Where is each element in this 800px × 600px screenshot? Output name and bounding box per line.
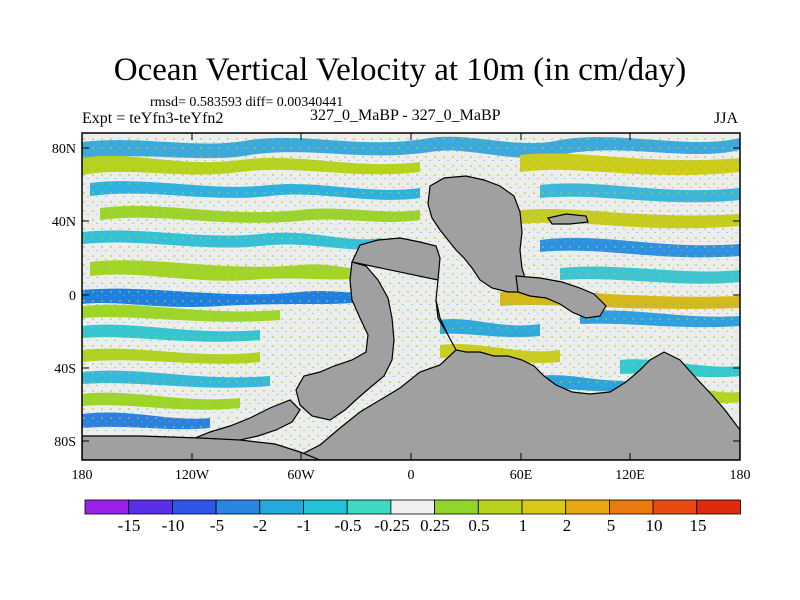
x-tick-60w: 60W xyxy=(287,468,315,483)
colorbar-swatch xyxy=(696,499,741,515)
colorbar-label: 2 xyxy=(563,516,572,535)
colorbar-swatch xyxy=(652,499,698,515)
x-tick-120w: 120W xyxy=(175,468,210,483)
colorbar-labels: -15 -10 -5 -2 -1 -0.5 -0.25 0.25 0.5 1 2… xyxy=(118,516,707,535)
y-tick-80s: 80S xyxy=(54,435,76,450)
y-tick-40n: 40N xyxy=(52,215,76,230)
colorbar-label: -1 xyxy=(297,516,311,535)
y-tick-labels: 80N 40N 0 40S 80S xyxy=(52,142,76,450)
colorbar-swatch xyxy=(215,499,261,515)
x-tick-120e: 120E xyxy=(615,468,645,483)
y-tick-0: 0 xyxy=(69,289,76,304)
colorbar-label: 5 xyxy=(607,516,616,535)
colorbar-label: -0.5 xyxy=(335,516,362,535)
colorbar-swatch xyxy=(128,499,173,515)
colorbar-swatch xyxy=(477,499,523,515)
small-island xyxy=(547,213,589,225)
colorbar-label: -0.25 xyxy=(374,516,409,535)
plot-title: Ocean Vertical Velocity at 10m (in cm/da… xyxy=(113,52,687,88)
colorbar-swatch xyxy=(390,499,435,515)
colorbar-label: 10 xyxy=(646,516,663,535)
colorbar-swatch xyxy=(521,499,567,515)
y-tick-80n: 80N xyxy=(52,142,76,157)
colorbar-label: -10 xyxy=(162,516,185,535)
landmass-east-arm xyxy=(515,275,607,319)
colorbar-swatch xyxy=(434,499,479,515)
x-tick-0: 0 xyxy=(408,468,415,483)
y-tick-40s: 40S xyxy=(54,362,76,377)
colorbar-swatch xyxy=(609,499,654,515)
colorbar-label: 1 xyxy=(519,516,528,535)
x-tick-180w: 180 xyxy=(72,468,93,483)
colorbar-label: -5 xyxy=(210,516,224,535)
colorbar-swatch xyxy=(259,499,304,515)
colorbar-label: 15 xyxy=(690,516,707,535)
experiment-label: Expt = teYfn3-teYfn2 xyxy=(82,110,224,127)
landmass-center xyxy=(295,261,395,421)
x-tick-180e: 180 xyxy=(730,468,751,483)
colorbar-swatch xyxy=(346,499,392,515)
polar-landmass xyxy=(82,435,321,460)
colorbar xyxy=(84,499,741,515)
case-label: 327_0_MaBP - 327_0_MaBP xyxy=(310,107,501,124)
colorbar-swatch xyxy=(565,499,610,515)
landmass-west xyxy=(274,237,740,460)
colorbar-label: -2 xyxy=(253,516,267,535)
x-axis xyxy=(81,133,631,460)
season-label: JJA xyxy=(714,110,739,127)
colorbar-label: -15 xyxy=(118,516,141,535)
land-masses xyxy=(82,175,740,460)
colorbar-swatch xyxy=(84,499,130,515)
colorbar-label: 0.5 xyxy=(468,516,489,535)
x-tick-60e: 60E xyxy=(510,468,533,483)
x-tick-labels: 180 120W 60W 0 60E 120E 180 xyxy=(72,468,751,483)
y-axis xyxy=(82,147,740,442)
rmsd-stats: rmsd= 0.583593 diff= 0.00340441 xyxy=(150,95,344,110)
colorbar-label: 0.25 xyxy=(420,516,450,535)
colorbar-swatch xyxy=(171,499,217,515)
colorbar-swatch xyxy=(303,499,348,515)
